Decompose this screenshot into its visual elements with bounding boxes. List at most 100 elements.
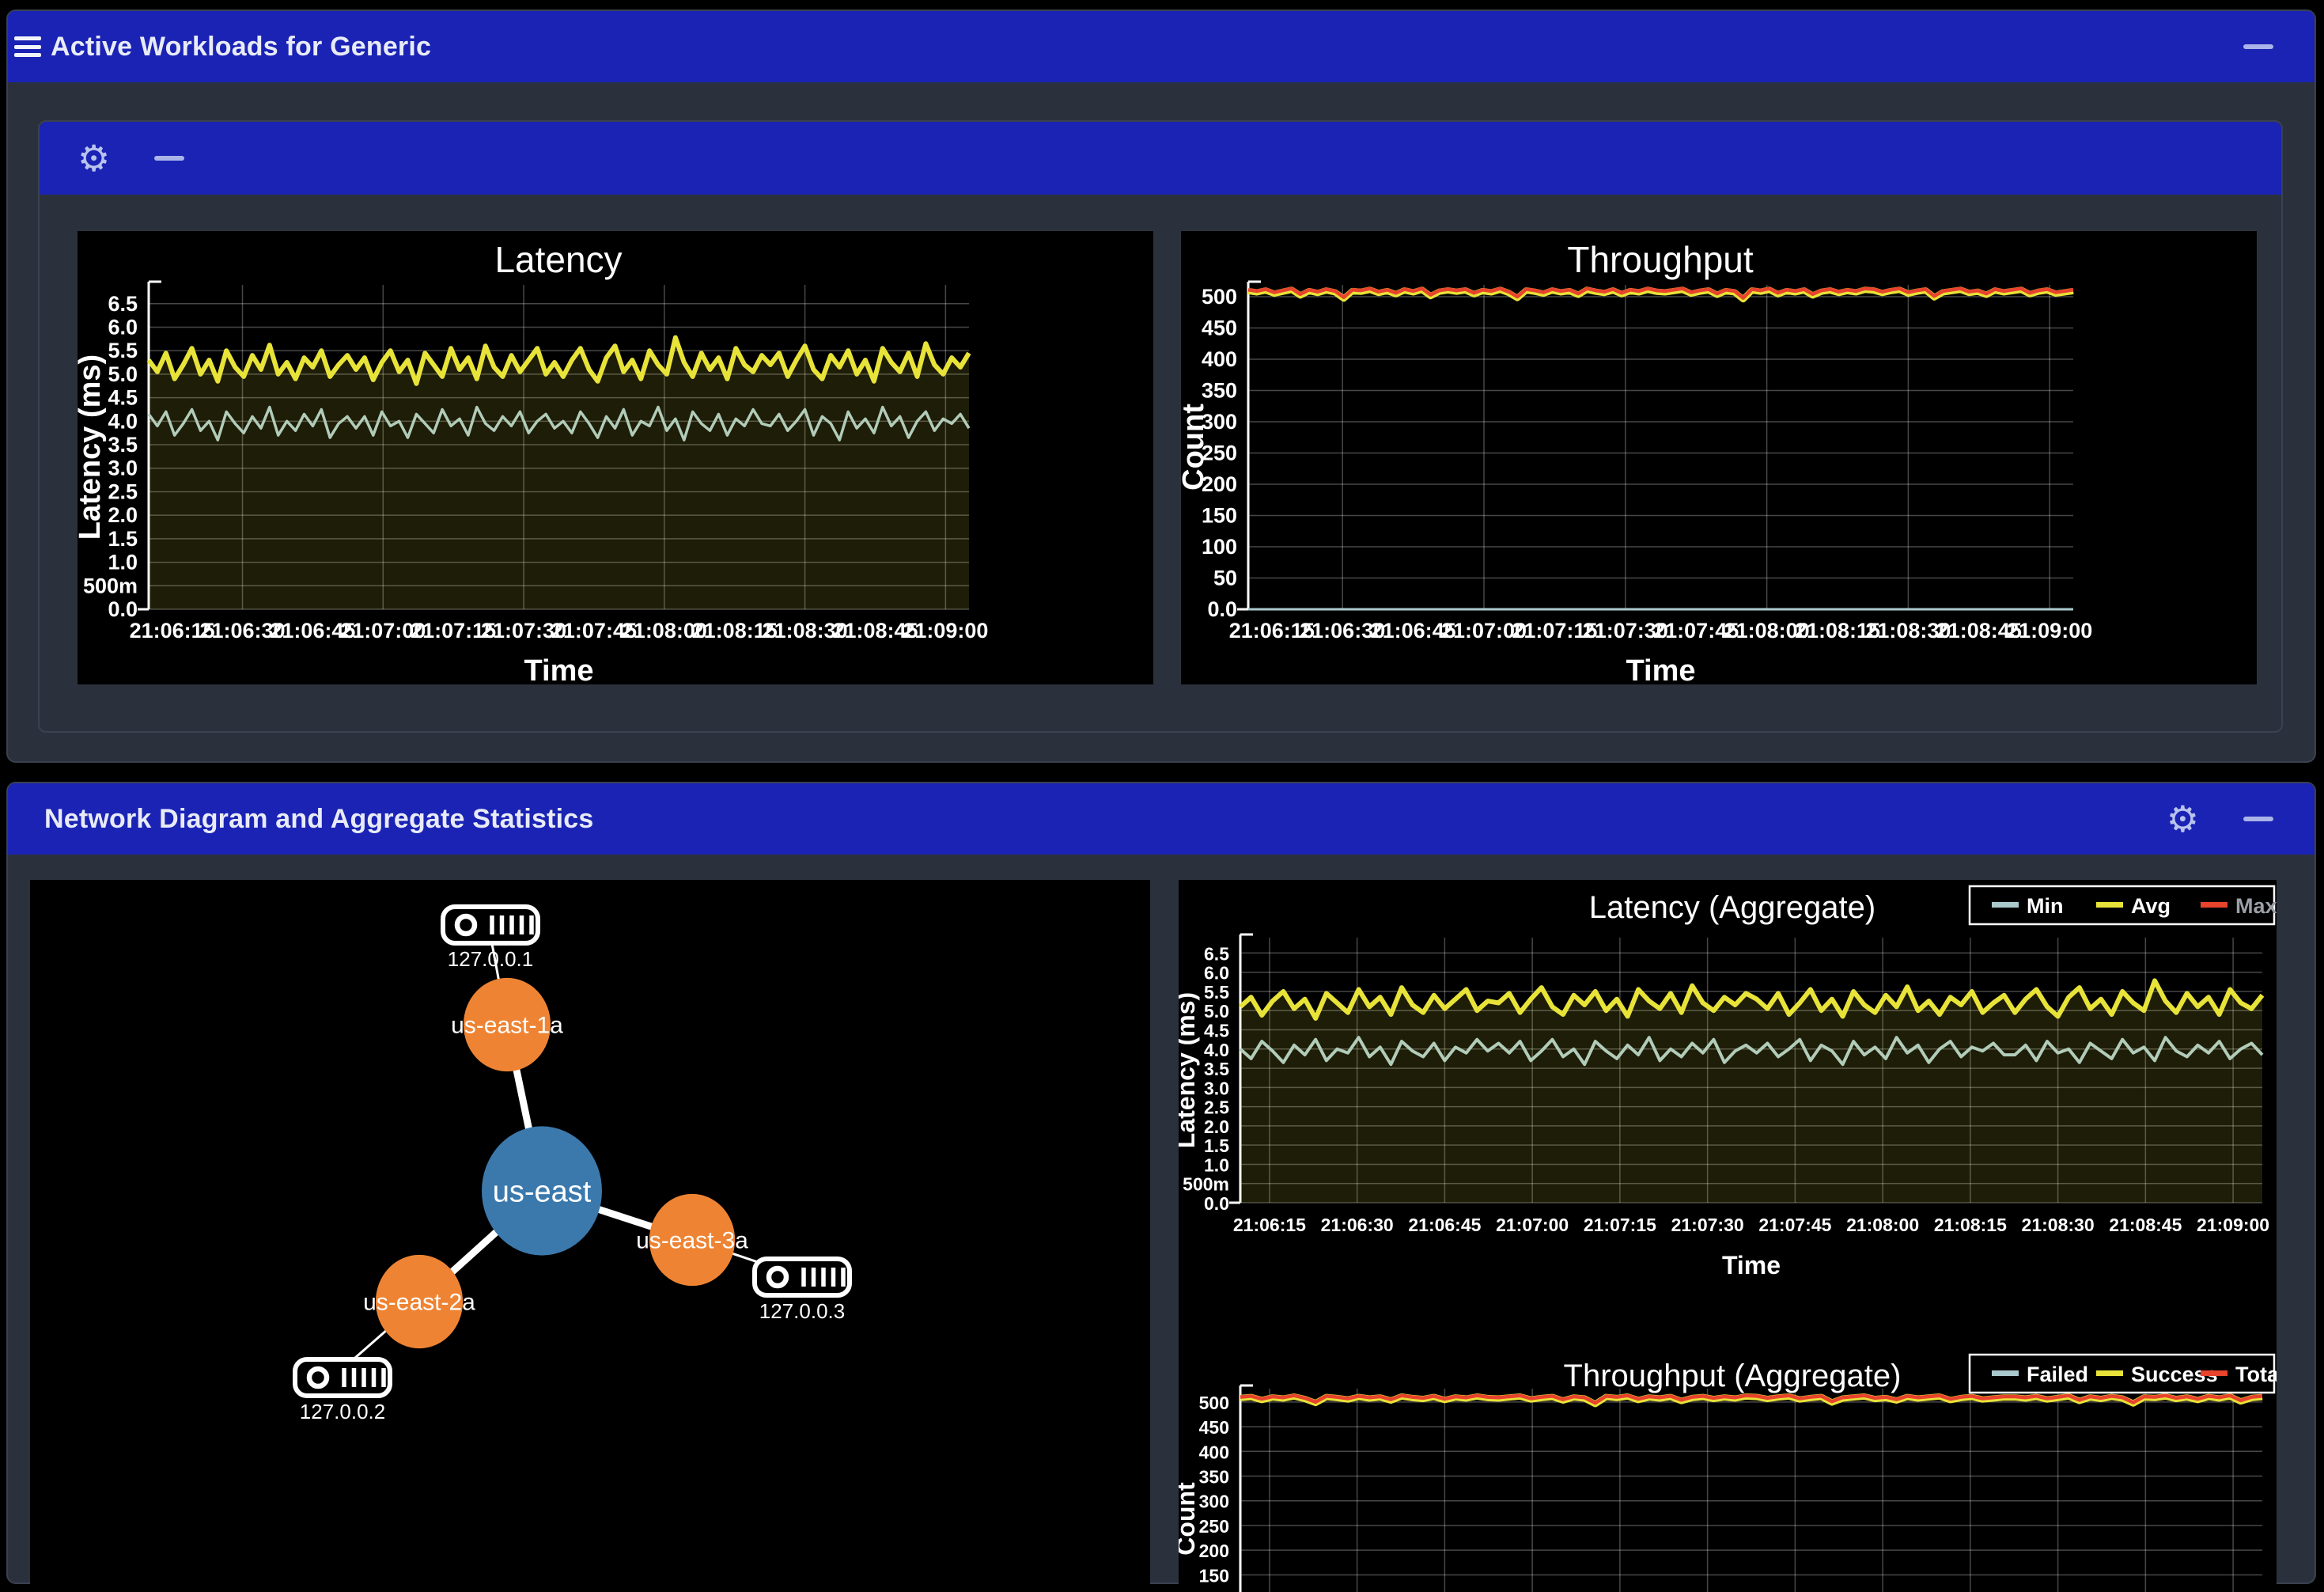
x-tick-label: 21:07:00 bbox=[340, 619, 426, 642]
minimize-icon[interactable] bbox=[2243, 44, 2273, 49]
chart-title: Latency bbox=[494, 239, 622, 280]
y-tick-label: 0.0 bbox=[1204, 1193, 1229, 1214]
latency-chart-canvas[interactable]: Latency 6.5 6.0 5.5 5.0 4.5 4.0 3.5 3.0 2.5 2.0 1.5… bbox=[78, 231, 1153, 684]
y-tick-label: 200 bbox=[1202, 472, 1237, 496]
legend-item-max[interactable]: Max bbox=[2235, 894, 2277, 918]
server-node-127.0.0.1[interactable]: 127.0.0.1 bbox=[441, 904, 540, 971]
aggregate-charts-canvas[interactable]: Latency (Aggregate) 6.5 6.0 5.5 5.0 4.5 4.0 3.5… bbox=[1179, 880, 2277, 1592]
x-tick-label: 21:09:00 bbox=[2197, 1215, 2269, 1235]
y-tick-label: 5.0 bbox=[1204, 1001, 1229, 1022]
y-tick-label: 2.5 bbox=[108, 479, 138, 503]
y-tick-label: 300 bbox=[1199, 1492, 1229, 1512]
x-tick-label: 21:08:00 bbox=[1724, 619, 1810, 642]
x-tick-label: 21:08:30 bbox=[763, 619, 848, 642]
server-node-127.0.0.3[interactable]: 127.0.0.3 bbox=[752, 1257, 852, 1323]
x-tick-label: 21:09:00 bbox=[2007, 619, 2092, 642]
network-diagram-canvas[interactable]: 127.0.0.1 127.0.0.2 127.0.0.3 us-east us-eas… bbox=[30, 880, 1150, 1584]
y-tick-label: 4.5 bbox=[108, 386, 138, 410]
node-label: us-east-1a bbox=[451, 1013, 563, 1039]
x-tick-label: 21:07:30 bbox=[1671, 1215, 1744, 1235]
y-tick-label: 3.0 bbox=[108, 457, 138, 480]
panel-network-aggregate: Network Diagram and Aggregate Statistics… bbox=[6, 782, 2316, 1592]
y-tick-label: 400 bbox=[1199, 1442, 1229, 1462]
gear-icon[interactable]: ⚙ bbox=[2166, 798, 2199, 840]
x-tick-label: 21:08:00 bbox=[1846, 1215, 1919, 1235]
x-tick-label: 21:07:15 bbox=[1512, 619, 1597, 642]
node-label: us-east-2a bbox=[363, 1290, 475, 1316]
node-label: us-east bbox=[493, 1175, 592, 1208]
x-tick-label: 21:07:45 bbox=[1653, 619, 1739, 642]
server-icon-led bbox=[766, 1265, 789, 1289]
legend-swatch-avg bbox=[2096, 902, 2123, 908]
legend-item-min[interactable]: Min bbox=[2027, 894, 2064, 918]
latency-chart: Latency 6.56.05.55.04.54.03.53.02.52.01.5… bbox=[78, 239, 988, 684]
series-area-avg bbox=[149, 337, 969, 609]
y-tick-label: 3.5 bbox=[108, 433, 138, 457]
y-tick-label: 350 bbox=[1199, 1466, 1229, 1487]
x-axis-title: Time bbox=[524, 654, 593, 684]
x-tick-label: 21:06:15 bbox=[1229, 619, 1315, 642]
y-tick-label: 150 bbox=[1202, 504, 1237, 528]
y-tick-label: 50 bbox=[1213, 567, 1237, 590]
hamburger-icon[interactable] bbox=[14, 36, 41, 57]
y-tick-label: 5.0 bbox=[108, 362, 138, 386]
series-area-avg bbox=[1240, 980, 2262, 1203]
minimize-icon[interactable] bbox=[154, 156, 185, 161]
y-tick-label: 3.5 bbox=[1204, 1059, 1229, 1079]
legend-item-failed[interactable]: Failed bbox=[2027, 1363, 2088, 1386]
server-ip-label: 127.0.0.2 bbox=[300, 1400, 385, 1423]
network-node-us-east-3a[interactable]: us-east-3a bbox=[636, 1193, 748, 1287]
series-line-min bbox=[1239, 1036, 2264, 1067]
y-tick-label: 6.0 bbox=[1204, 963, 1229, 984]
y-tick-label: 250 bbox=[1202, 442, 1237, 465]
y-tick-label: 450 bbox=[1199, 1417, 1229, 1438]
server-node-127.0.0.2[interactable]: 127.0.0.2 bbox=[293, 1357, 392, 1423]
x-tick-label: 21:07:00 bbox=[1496, 1215, 1569, 1235]
minimize-icon[interactable] bbox=[2243, 817, 2273, 821]
x-tick-label: 21:06:45 bbox=[1371, 619, 1456, 642]
x-tick-label: 21:06:30 bbox=[1321, 1215, 1394, 1235]
x-tick-label: 21:08:00 bbox=[622, 619, 707, 642]
node-circle bbox=[482, 1126, 602, 1256]
y-tick-label: 1.0 bbox=[108, 551, 138, 574]
y-tick-label: 1.5 bbox=[1204, 1135, 1229, 1156]
y-tick-label: 4.0 bbox=[1204, 1040, 1229, 1060]
node-circle bbox=[463, 977, 551, 1072]
x-tick-label: 21:06:15 bbox=[130, 619, 215, 642]
y-tick-label: 5.5 bbox=[108, 339, 138, 362]
throughput-chart-canvas[interactable]: Throughput 500 450 400 350 300 250 200 150 100 50 0… bbox=[1181, 231, 2257, 684]
network-node-us-east-1a[interactable]: us-east-1a bbox=[451, 977, 563, 1072]
y-tick-label: 4.5 bbox=[1204, 1021, 1229, 1041]
x-tick-label: 21:06:30 bbox=[199, 619, 285, 642]
series-line-total bbox=[1240, 1393, 2263, 1405]
server-ip-label: 127.0.0.1 bbox=[448, 947, 533, 971]
x-tick-label: 21:06:15 bbox=[1233, 1215, 1306, 1235]
legend-item-total[interactable]: Total bbox=[2235, 1363, 2277, 1386]
series-line-avg bbox=[146, 335, 971, 386]
y-tick-label: 1.5 bbox=[108, 527, 138, 551]
legend-swatch-min bbox=[1992, 902, 2019, 908]
chart-title: Latency (Aggregate) bbox=[1589, 890, 1875, 925]
x-tick-label: 21:07:15 bbox=[1584, 1215, 1656, 1235]
y-tick-label: 500 bbox=[1199, 1393, 1229, 1413]
legend-swatch-success bbox=[2096, 1370, 2123, 1376]
panel-active-workloads: Active Workloads for Generic ⚙ Latency 6.… bbox=[6, 9, 2316, 763]
y-tick-label: 400 bbox=[1202, 347, 1237, 371]
gear-icon[interactable]: ⚙ bbox=[78, 138, 111, 179]
y-tick-label: 500 bbox=[1202, 285, 1237, 309]
latency-aggregate-chart: Latency (Aggregate) 6.56.05.55.04.54.03.5… bbox=[1179, 885, 2277, 1592]
panel-title: Network Diagram and Aggregate Statistics bbox=[44, 803, 594, 834]
y-axis-title: Count bbox=[1181, 404, 1210, 491]
network-node-us-east[interactable]: us-east bbox=[482, 1126, 602, 1256]
y-tick-label: 150 bbox=[1199, 1565, 1229, 1586]
network-node-us-east-2a[interactable]: us-east-2a bbox=[363, 1254, 475, 1349]
y-tick-label: 2.5 bbox=[1204, 1097, 1229, 1118]
x-tick-label: 21:07:45 bbox=[1758, 1215, 1831, 1235]
legend-item-avg[interactable]: Avg bbox=[2131, 894, 2171, 918]
y-tick-label: 450 bbox=[1202, 317, 1237, 340]
y-tick-label: 200 bbox=[1199, 1541, 1229, 1561]
panel-active-workloads-header: Active Workloads for Generic bbox=[8, 11, 2315, 82]
panel-title: Active Workloads for Generic bbox=[51, 31, 432, 62]
y-tick-label: 0.0 bbox=[1207, 597, 1237, 621]
x-tick-label: 21:08:45 bbox=[832, 619, 918, 642]
